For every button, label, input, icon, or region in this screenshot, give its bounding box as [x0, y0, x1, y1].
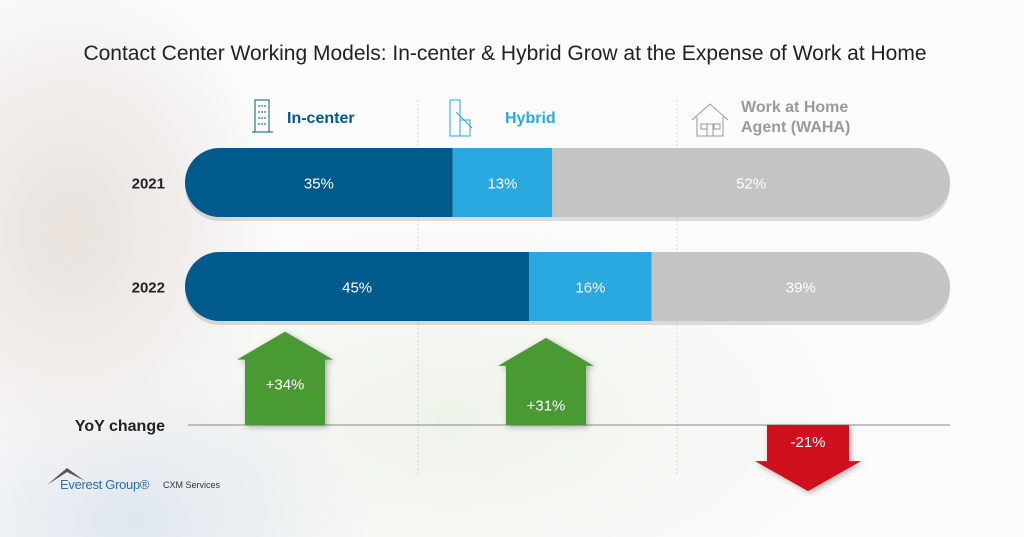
- everest-group-logo: Everest Group® CXM Services: [45, 463, 220, 494]
- bar-segment-hybrid-2021: [452, 148, 553, 217]
- data-label: 52%: [736, 176, 766, 193]
- logo-brand: Everest Group®: [60, 477, 150, 492]
- up-arrow-icon: [498, 337, 594, 425]
- legend-label: Hybrid: [505, 110, 556, 127]
- legend-label: In-center: [287, 110, 355, 127]
- bar-segment-work-2021: [552, 148, 950, 217]
- data-label: 16%: [575, 280, 605, 297]
- bar-segment-hybrid-2022: [529, 252, 652, 321]
- data-label: 39%: [786, 280, 816, 297]
- yoy-value: +31%: [527, 397, 566, 414]
- yoy-value: -21%: [790, 434, 825, 451]
- legend-label: Agent (WAHA): [741, 119, 850, 136]
- data-label: 35%: [304, 176, 334, 193]
- data-label: 45%: [342, 280, 372, 297]
- house-icon: [691, 103, 729, 137]
- office-building-icon: [252, 99, 273, 133]
- bar-segment-work-2022: [651, 252, 950, 321]
- legend-label: Work at Home: [741, 99, 848, 116]
- logo-tagline: CXM Services: [163, 480, 221, 490]
- data-label: 13%: [487, 176, 517, 193]
- bar-segment-in-center-2021: [185, 148, 453, 217]
- bar-segment-in-center-2022: [185, 252, 530, 321]
- category-label: 2022: [132, 280, 165, 297]
- chart-title: Contact Center Working Models: In-center…: [83, 42, 927, 65]
- category-label: 2021: [132, 176, 165, 193]
- down-arrow-icon: [755, 425, 861, 492]
- up-arrow-icon: [237, 331, 333, 425]
- building-house-icon: [449, 99, 473, 137]
- yoy-value: +34%: [266, 376, 305, 393]
- yoy-label: YoY change: [75, 418, 165, 435]
